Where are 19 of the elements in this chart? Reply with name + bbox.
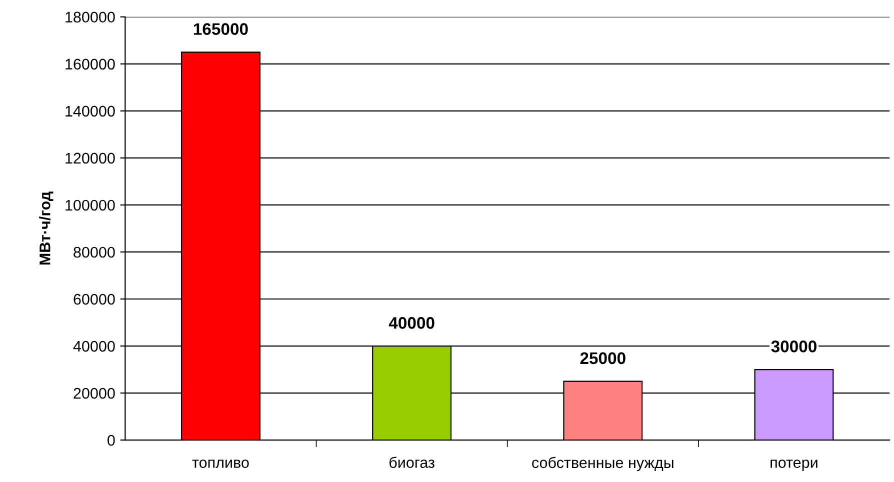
y-tick-label: 140000 xyxy=(66,106,115,117)
data-label: 30000 xyxy=(771,340,816,352)
x-tick-label: топливо xyxy=(192,460,249,468)
data-label: 25000 xyxy=(580,352,626,364)
x-tick-label: собственные нужды xyxy=(532,456,674,472)
y-tick-label: 80000 xyxy=(74,246,115,258)
y-tick-label: 20000 xyxy=(74,388,115,399)
y-tick-label: 160000 xyxy=(66,58,115,70)
data-label: 40000 xyxy=(388,317,434,329)
data-label: 165000 xyxy=(194,23,248,35)
y-tick-label: 100000 xyxy=(66,200,115,211)
y-tick-label: 40000 xyxy=(73,340,115,352)
y-tick-label: 60000 xyxy=(74,294,115,305)
y-tick-label: 120000 xyxy=(66,152,115,164)
y-tick-label: 180000 xyxy=(66,12,115,23)
x-tick-label: биогаз xyxy=(390,456,434,468)
y-tick-label: 0 xyxy=(108,434,115,446)
y-axis-title: МВт·ч/год xyxy=(39,192,54,265)
x-tick-label: потери xyxy=(770,460,818,471)
